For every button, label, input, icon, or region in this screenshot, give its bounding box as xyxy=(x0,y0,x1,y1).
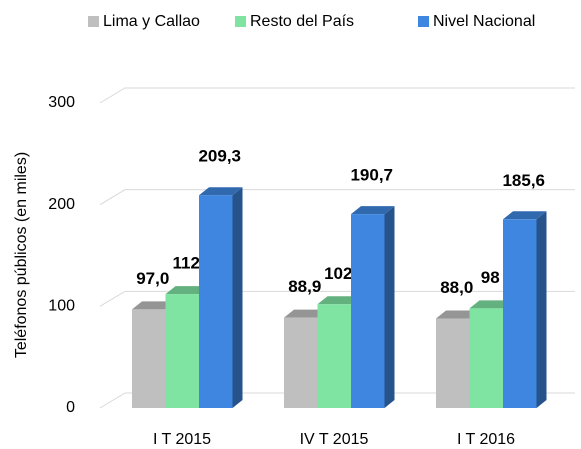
grid-line xyxy=(99,290,575,307)
bar-top xyxy=(284,309,328,318)
y-tick-label: 300 xyxy=(48,94,75,111)
y-tick-label: 100 xyxy=(48,298,75,315)
bar-side xyxy=(536,211,547,408)
legend-label: Nivel Nacional xyxy=(433,13,535,30)
bar-top xyxy=(199,187,243,196)
bar xyxy=(436,318,470,408)
bar xyxy=(503,219,537,408)
value-label: 88,0 xyxy=(440,278,473,297)
legend-swatch xyxy=(418,16,429,27)
bar xyxy=(199,195,233,408)
legend-label: Resto del País xyxy=(250,13,354,30)
bar xyxy=(132,309,166,408)
grid-line xyxy=(99,392,575,409)
value-label: 209,3 xyxy=(198,147,241,166)
y-tick-label: 0 xyxy=(66,399,75,416)
bar xyxy=(317,304,351,408)
value-label: 112 xyxy=(173,254,200,273)
bar-top xyxy=(132,301,176,310)
value-label: 185,6 xyxy=(502,171,545,190)
bar-top xyxy=(503,211,547,220)
grid-line xyxy=(99,87,575,104)
bar-top xyxy=(317,296,361,305)
y-tick-label: 200 xyxy=(48,196,75,213)
value-label: 98 xyxy=(481,268,500,287)
value-label: 190,7 xyxy=(350,166,393,185)
bar xyxy=(284,317,318,408)
bar-side xyxy=(232,187,243,408)
bar xyxy=(165,294,199,408)
bar-top xyxy=(165,286,209,295)
bar-top xyxy=(436,310,480,319)
legend-label: Lima y Callao xyxy=(103,13,200,30)
y-axis-label: Teléfonos públicos (en miles) xyxy=(13,152,30,358)
grid-line xyxy=(99,189,575,206)
value-label: 88,9 xyxy=(288,277,321,296)
bar xyxy=(469,308,503,408)
x-tick-label: I T 2015 xyxy=(153,431,211,448)
bar-side xyxy=(384,206,395,408)
value-label: 97,0 xyxy=(136,269,169,288)
x-tick-label: IV T 2015 xyxy=(300,431,369,448)
bar xyxy=(351,214,385,408)
bar-top xyxy=(351,206,395,215)
x-tick-label: I T 2016 xyxy=(457,431,515,448)
legend-swatch xyxy=(88,16,99,27)
bar-top xyxy=(469,300,513,309)
value-label: 102 xyxy=(324,264,352,283)
legend-swatch xyxy=(235,16,246,27)
